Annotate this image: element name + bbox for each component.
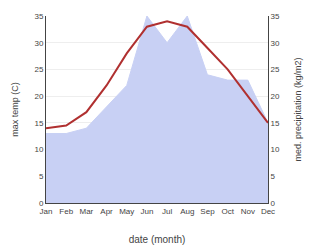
svg-text:10: 10 [34, 145, 43, 154]
svg-text:30: 30 [271, 39, 280, 48]
svg-text:date (month): date (month) [129, 234, 186, 245]
svg-text:0: 0 [39, 199, 44, 208]
svg-text:med. precipitation (kg/m2): med. precipitation (kg/m2) [293, 57, 303, 161]
svg-text:Dec: Dec [261, 207, 275, 216]
svg-text:20: 20 [34, 92, 43, 101]
svg-text:Sep: Sep [200, 207, 215, 216]
svg-text:15: 15 [271, 119, 280, 128]
svg-text:Jan: Jan [40, 207, 53, 216]
svg-text:35: 35 [34, 12, 43, 21]
svg-text:Aug: Aug [180, 207, 194, 216]
svg-text:10: 10 [271, 145, 280, 154]
svg-text:Mar: Mar [79, 207, 93, 216]
svg-text:5: 5 [271, 172, 276, 181]
svg-text:20: 20 [271, 92, 280, 101]
svg-text:Feb: Feb [59, 207, 73, 216]
svg-text:25: 25 [271, 65, 280, 74]
svg-text:Apr: Apr [100, 207, 113, 216]
svg-text:25: 25 [34, 65, 43, 74]
svg-text:30: 30 [34, 39, 43, 48]
svg-text:max temp (C): max temp (C) [10, 82, 20, 137]
svg-text:Oct: Oct [221, 207, 234, 216]
svg-text:0: 0 [271, 199, 276, 208]
svg-text:5: 5 [39, 172, 44, 181]
svg-text:35: 35 [271, 12, 280, 21]
svg-text:Jun: Jun [140, 207, 153, 216]
svg-text:May: May [119, 207, 134, 216]
svg-text:Jul: Jul [162, 207, 172, 216]
svg-text:15: 15 [34, 119, 43, 128]
svg-text:Nov: Nov [241, 207, 255, 216]
